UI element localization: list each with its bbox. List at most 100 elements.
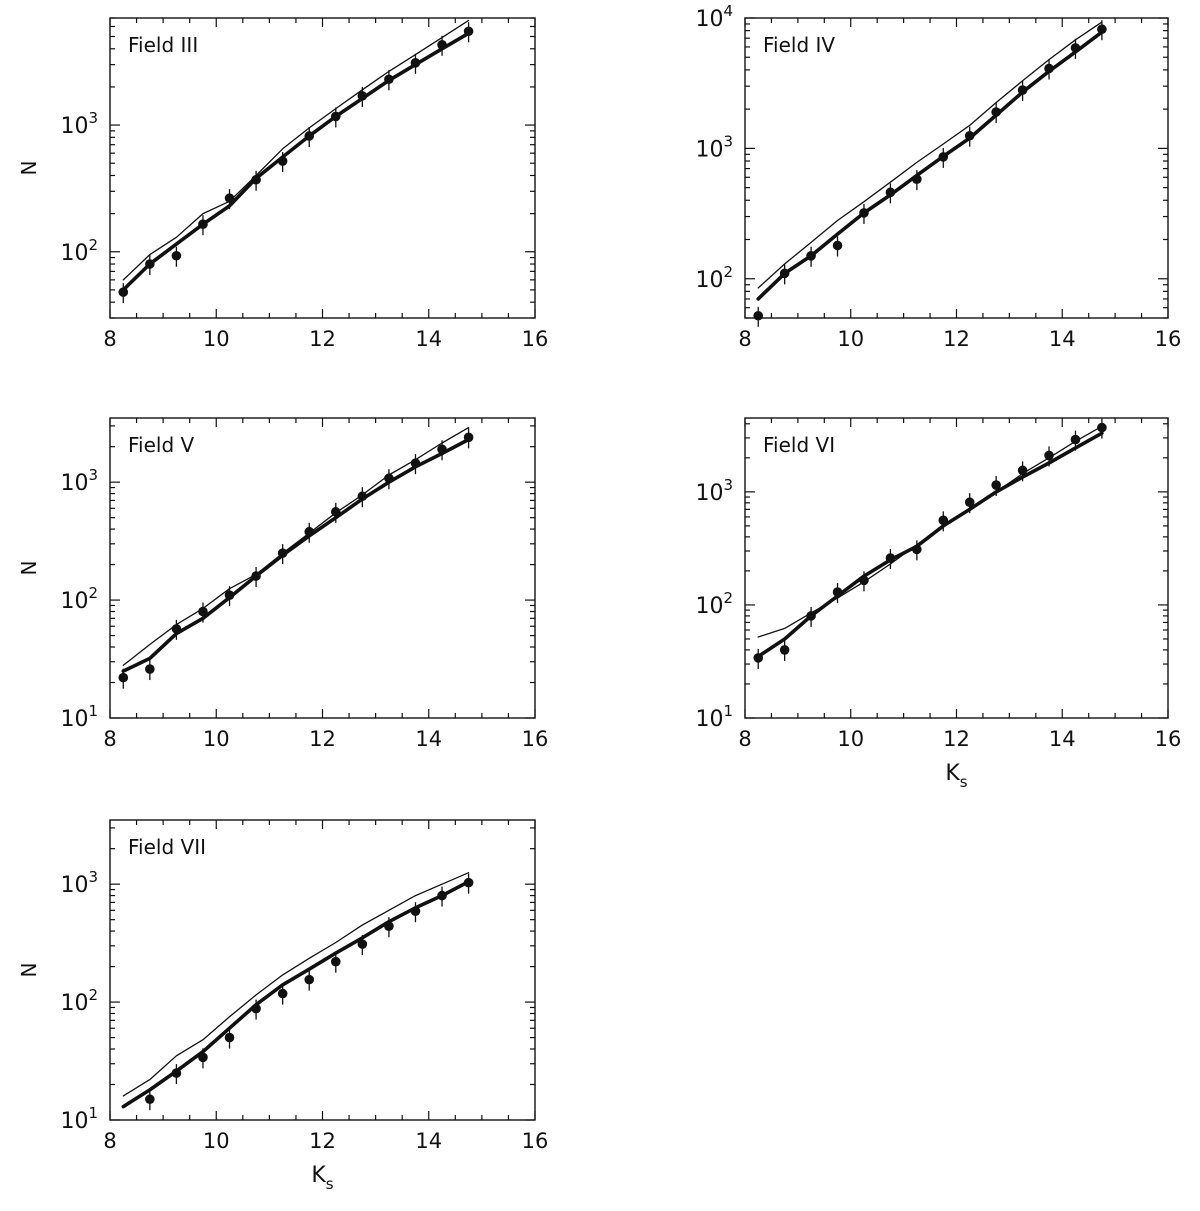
data-point: [1017, 465, 1028, 476]
data-point: [357, 939, 368, 949]
x-tick-label: 10: [203, 727, 230, 751]
x-tick-label: 10: [837, 327, 864, 351]
x-tick-label: 14: [415, 1129, 442, 1153]
data-point: [384, 74, 394, 85]
panel-label: Field VII: [128, 835, 206, 859]
x-tick-label: 12: [309, 1129, 336, 1153]
y-axis-label: N: [17, 161, 41, 176]
data-point: [859, 208, 869, 218]
data-point: [806, 611, 816, 621]
data-point: [224, 590, 235, 600]
x-tick-label: 12: [943, 727, 970, 751]
y-tick-label: 102: [695, 263, 733, 293]
data-point: [779, 645, 790, 655]
data-point: [384, 921, 394, 932]
data-point: [938, 152, 949, 162]
x-tick-label: 8: [103, 727, 116, 751]
data-point: [145, 259, 155, 269]
data-point: [1070, 43, 1081, 53]
data-point: [912, 174, 922, 185]
data-point: [832, 587, 843, 597]
data-point: [991, 480, 1001, 490]
x-tick-label: 8: [103, 1129, 116, 1153]
x-tick-label: 16: [522, 727, 549, 751]
data-point: [330, 111, 341, 122]
data-point: [171, 624, 182, 634]
data-point: [410, 906, 421, 916]
panel-field-vii: 8 10 12 14 16 101 102 103 N Ks Field VII: [0, 800, 600, 1207]
y-axis-label: N: [17, 963, 41, 978]
chart-svg: 8 10 12 14 16 101 102 103 N Ks Field VII: [17, 819, 549, 1193]
data-point: [304, 526, 315, 537]
data-point: [885, 187, 896, 198]
data-point: [304, 131, 315, 141]
data-point: [145, 1094, 155, 1105]
y-tick-label: 102: [695, 589, 733, 619]
panel-label: Field V: [128, 433, 195, 457]
data-point: [1070, 434, 1081, 445]
x-tick-label: 12: [309, 327, 336, 351]
data-point: [410, 458, 421, 468]
x-axis-label: Ks: [311, 1163, 333, 1193]
chart-svg: 8 10 12 14 16 102 103 104 Field IV: [695, 2, 1181, 351]
data-point: [1097, 24, 1107, 35]
y-tick-label: 103: [60, 466, 98, 496]
model-curve-thin: [757, 21, 1103, 289]
data-point: [463, 877, 474, 888]
data-point: [224, 193, 235, 203]
x-tick-label: 8: [103, 327, 116, 351]
x-tick-label: 10: [837, 727, 864, 751]
data-point: [832, 240, 843, 251]
chart-svg: 8 10 12 14 16 101 102 103 N Field V: [17, 417, 549, 751]
x-axis-label: Ks: [945, 761, 967, 791]
y-tick-label: 103: [60, 109, 98, 139]
data-point: [357, 91, 368, 101]
data-point: [1097, 422, 1107, 433]
x-tick-label: 12: [309, 727, 336, 751]
x-tick-label: 8: [738, 727, 751, 751]
y-tick-label: 103: [695, 132, 733, 162]
data-point: [171, 1068, 182, 1078]
plot-frame: [109, 417, 536, 719]
y-tick-label: 102: [60, 236, 98, 266]
data-point: [806, 250, 816, 261]
y-tick-label: 102: [60, 986, 98, 1016]
data-point: [251, 174, 261, 185]
chart-svg: 8 10 12 14 16 102 103 N Field III: [17, 17, 549, 351]
x-tick-label: 16: [522, 327, 549, 351]
model-curve-thick: [756, 431, 1104, 659]
x-tick-label: 8: [738, 327, 751, 351]
model-curve-thin: [122, 872, 470, 1097]
data-point: [912, 544, 922, 555]
data-point: [753, 310, 764, 321]
data-point: [198, 219, 208, 230]
x-tick-label: 12: [943, 327, 970, 351]
data-point: [357, 491, 368, 502]
data-point: [1044, 63, 1054, 74]
plot-frame: [744, 417, 1169, 719]
data-point: [964, 130, 975, 141]
x-tick-label: 14: [1049, 727, 1076, 751]
data-point: [384, 473, 394, 484]
panel-field-iii: 8 10 12 14 16 102 103 N Field III: [0, 0, 600, 370]
data-point: [251, 1003, 261, 1014]
data-point: [885, 553, 896, 563]
data-point: [964, 497, 975, 508]
data-point: [410, 58, 421, 68]
data-point: [991, 107, 1001, 117]
data-point: [463, 26, 474, 37]
y-tick-label: 102: [60, 584, 98, 614]
data-point: [437, 40, 447, 50]
data-point: [198, 606, 208, 617]
x-tick-label: 16: [522, 1129, 549, 1153]
panel-label: Field III: [128, 33, 198, 57]
data-point: [118, 287, 129, 297]
panel-label: Field IV: [763, 33, 835, 57]
data-point: [859, 575, 869, 586]
data-point: [779, 268, 790, 279]
data-point: [463, 432, 474, 443]
panel-field-iv: 8 10 12 14 16 102 103 104 Field IV: [645, 0, 1200, 370]
data-point: [277, 548, 288, 558]
chart-svg: 8 10 12 14 16 101 102 103 Ks Field VI: [695, 417, 1181, 791]
data-point: [277, 156, 288, 166]
